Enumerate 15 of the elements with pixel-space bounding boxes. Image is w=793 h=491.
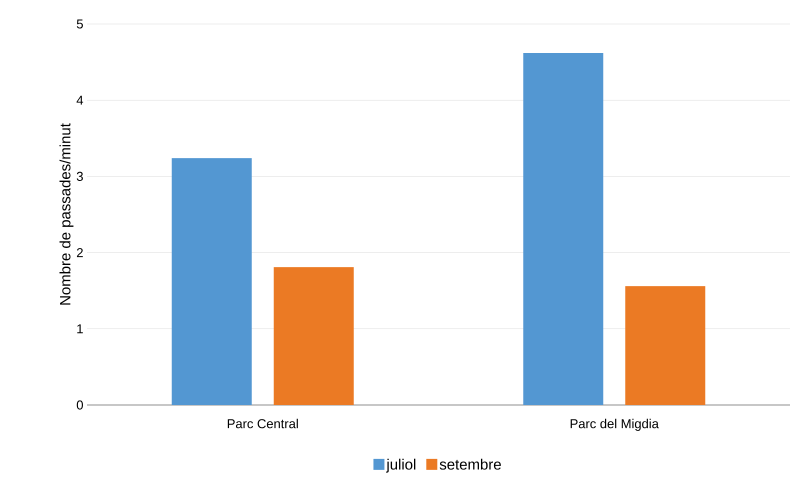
y-tick-label: 4	[76, 96, 84, 105]
bar	[172, 158, 252, 405]
x-tick-label: Parc Central	[228, 418, 298, 428]
legend-label: juliol	[386, 458, 416, 473]
bar	[625, 286, 706, 405]
x-tick-label: Parc del Migdia	[570, 418, 659, 431]
y-tick-label: 5	[76, 19, 83, 29]
y-tick-label: 2	[76, 248, 83, 258]
bar	[274, 267, 354, 405]
y-axis-title: Nombre de passades/minut	[60, 123, 74, 305]
bar	[523, 52, 604, 405]
y-tick-label: 0	[76, 400, 83, 410]
y-tick-label: 3	[76, 172, 83, 181]
legend-label: setembre	[440, 458, 501, 470]
y-tick-label: 1	[77, 324, 83, 334]
